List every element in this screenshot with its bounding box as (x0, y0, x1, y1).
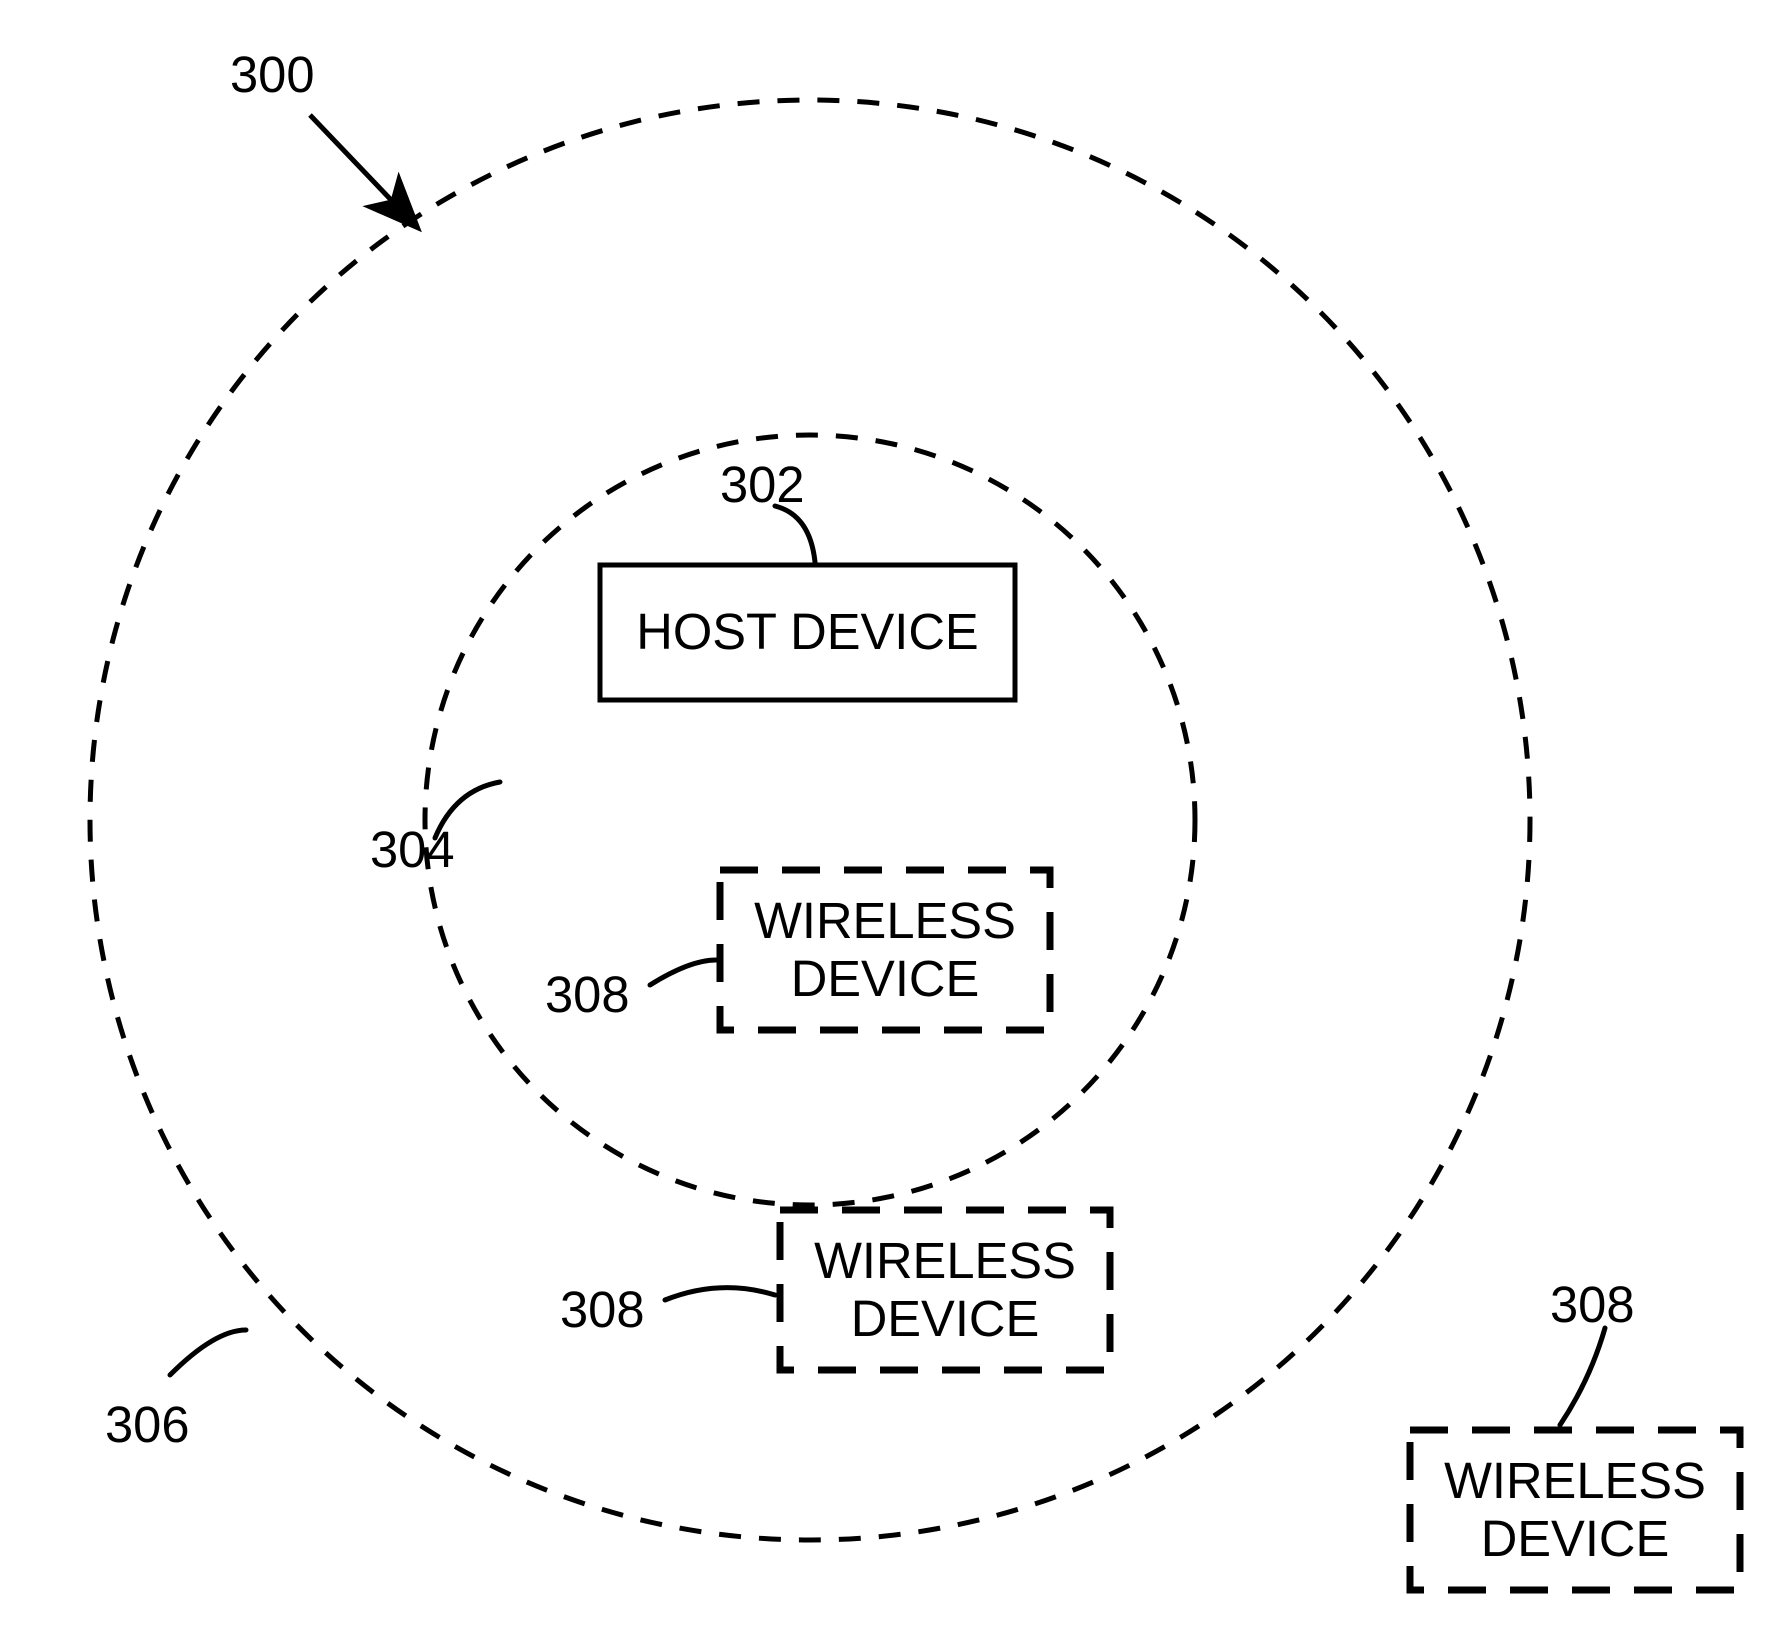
leader-308a (650, 960, 716, 985)
ref-304-label: 304 (370, 820, 455, 879)
leader-306 (170, 1330, 246, 1375)
inner-circle (425, 435, 1195, 1205)
leader-308b (665, 1288, 775, 1300)
host-device-label: HOST DEVICE (600, 565, 1015, 700)
leader-302 (775, 506, 815, 562)
ref-300-label: 300 (230, 45, 315, 104)
wireless-device-inner-label-line1: WIRELESS (754, 892, 1016, 949)
wireless-device-inner-label: WIRELESS DEVICE (720, 870, 1050, 1030)
wireless-device-mid-label-line1: WIRELESS (814, 1232, 1076, 1289)
wireless-device-outer-label-line1: WIRELESS (1444, 1452, 1706, 1509)
leader-arrow-300 (310, 115, 415, 225)
ref-308b-label: 308 (560, 1280, 645, 1339)
host-device-label-line1: HOST DEVICE (636, 603, 978, 661)
wireless-device-mid-label-line2: DEVICE (851, 1290, 1040, 1347)
wireless-device-outer-label-line2: DEVICE (1481, 1510, 1670, 1567)
ref-308a-label: 308 (545, 965, 630, 1024)
ref-302-label: 302 (720, 455, 805, 514)
ref-308c-label: 308 (1550, 1275, 1635, 1334)
wireless-device-inner-label-line2: DEVICE (791, 950, 980, 1007)
wireless-device-mid-label: WIRELESS DEVICE (780, 1210, 1110, 1370)
ref-306-label: 306 (105, 1395, 190, 1454)
leader-308c (1560, 1328, 1605, 1425)
wireless-device-outer-label: WIRELESS DEVICE (1410, 1430, 1740, 1590)
